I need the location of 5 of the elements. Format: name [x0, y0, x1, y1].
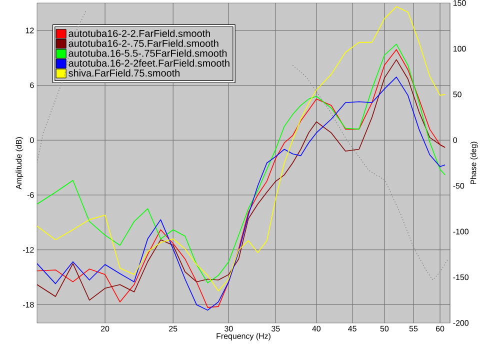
legend-label: autotuba.16-5.5-.75FarField.smooth — [68, 49, 227, 57]
legend-label: autotuba.16-2-2feet.FarField.smooth — [68, 59, 230, 67]
legend-label: shiva.FarField.75.smooth — [68, 69, 180, 77]
legend-label: autotuba16-2-.75.FarField.smooth — [68, 40, 218, 47]
legend-label: autotuba16-2-2.FarField.smooth — [68, 30, 210, 38]
